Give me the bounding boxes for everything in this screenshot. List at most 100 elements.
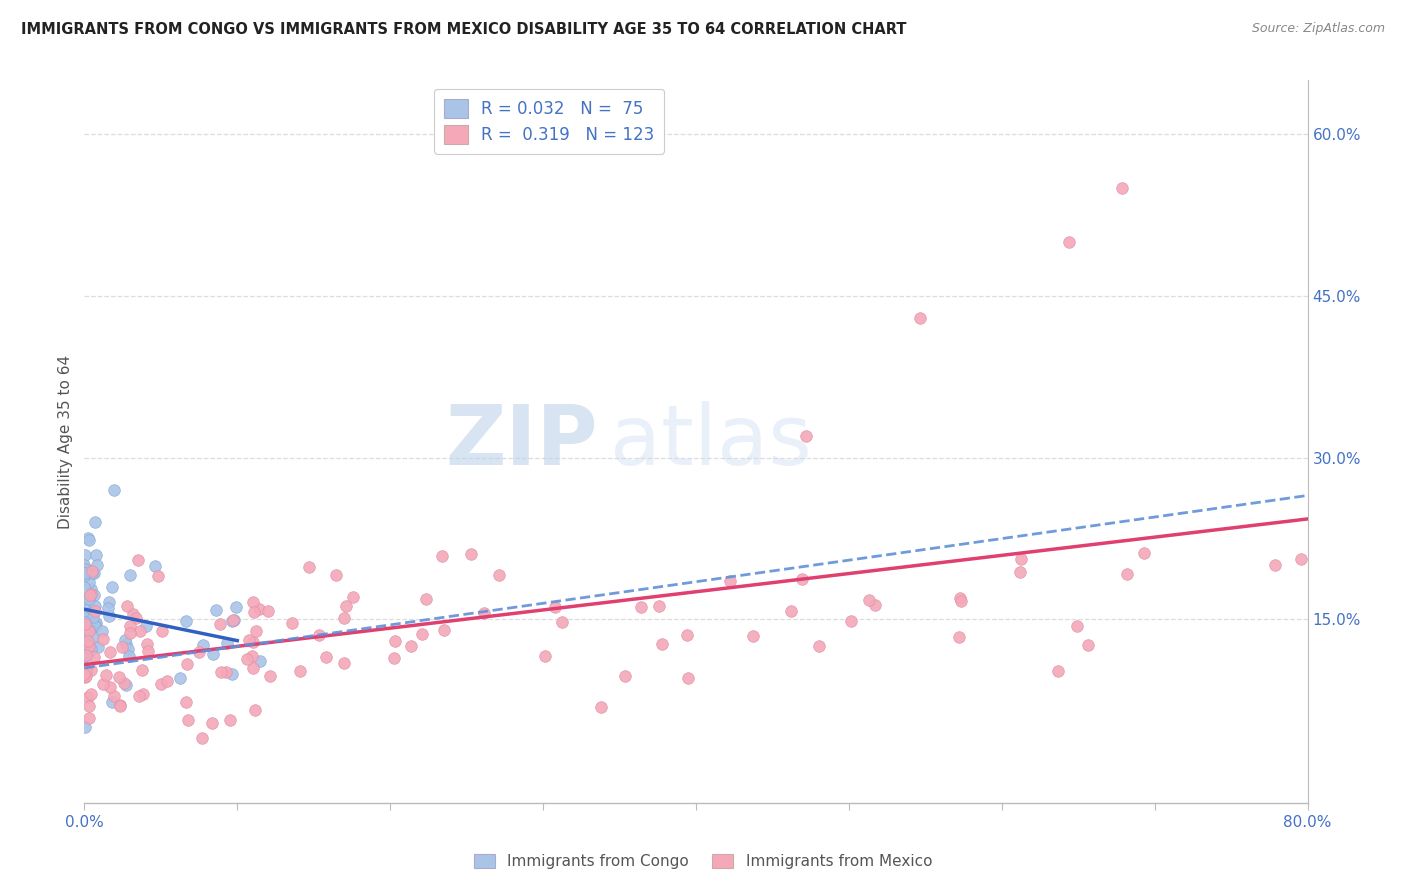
Point [335, 599, 357, 614]
Point [591, 700, 613, 714]
Point [80, 582, 103, 597]
Point [75, 616, 97, 631]
Point [110, 698, 132, 712]
Point [76, 639, 98, 653]
Text: Source: ZipAtlas.com: Source: ZipAtlas.com [1251, 22, 1385, 36]
Point [242, 634, 264, 648]
Point [107, 669, 129, 683]
Point [79, 588, 101, 602]
Point [222, 614, 245, 628]
Point [77, 698, 100, 713]
Point [83, 649, 105, 664]
Point [259, 669, 281, 683]
Point [333, 610, 356, 624]
Point [96, 667, 118, 681]
Point [124, 610, 146, 624]
Point [472, 606, 495, 620]
Point [118, 626, 141, 640]
Point [98, 645, 121, 659]
Point [863, 599, 886, 613]
Point [84, 618, 107, 632]
Point [221, 667, 243, 681]
Point [201, 647, 224, 661]
Point [80, 663, 103, 677]
Point [651, 637, 673, 651]
Point [83, 599, 105, 614]
Point [82, 630, 104, 644]
Point [430, 549, 453, 564]
Point [948, 630, 970, 644]
Point [908, 310, 931, 325]
Point [75, 648, 97, 662]
Point [1008, 565, 1031, 579]
Point [176, 657, 198, 672]
Point [75, 669, 97, 683]
Point [614, 669, 637, 683]
Point [77, 690, 100, 704]
Point [384, 634, 406, 648]
Point [1057, 235, 1080, 249]
Point [127, 552, 149, 566]
Point [73, 596, 96, 610]
Point [236, 652, 259, 666]
Point [135, 619, 157, 633]
Point [118, 568, 141, 582]
Point [858, 593, 880, 607]
Point [1046, 664, 1069, 678]
Point [1264, 558, 1286, 572]
Point [238, 633, 260, 648]
Point [75, 561, 97, 575]
Point [73, 562, 96, 576]
Point [298, 560, 321, 574]
Point [75, 638, 97, 652]
Point [551, 615, 574, 629]
Point [205, 602, 228, 616]
Point [1115, 567, 1137, 582]
Point [77, 640, 100, 654]
Point [80, 687, 103, 701]
Point [80, 603, 103, 617]
Point [73, 628, 96, 642]
Point [73, 567, 96, 582]
Point [76, 636, 98, 650]
Point [256, 604, 278, 618]
Point [103, 689, 125, 703]
Point [534, 649, 557, 664]
Point [332, 656, 354, 670]
Point [382, 650, 405, 665]
Point [75, 617, 97, 632]
Point [152, 624, 174, 638]
Point [76, 624, 98, 639]
Point [221, 614, 243, 628]
Point [75, 648, 97, 662]
Point [73, 650, 96, 665]
Point [676, 628, 699, 642]
Point [169, 671, 191, 685]
Point [149, 677, 172, 691]
Point [79, 643, 101, 657]
Point [73, 630, 96, 644]
Point [73, 720, 96, 734]
Point [242, 661, 264, 675]
Point [315, 649, 337, 664]
Point [108, 698, 131, 713]
Point [1133, 546, 1156, 560]
Point [83, 588, 105, 602]
Point [807, 639, 830, 653]
Point [132, 687, 155, 701]
Legend: Immigrants from Congo, Immigrants from Mexico: Immigrants from Congo, Immigrants from M… [468, 847, 938, 875]
Point [73, 636, 96, 650]
Point [77, 624, 100, 638]
Point [75, 548, 97, 562]
Point [77, 644, 100, 658]
Point [97, 609, 120, 624]
Point [115, 636, 138, 650]
Point [84, 549, 107, 563]
Point [136, 637, 159, 651]
Point [101, 580, 124, 594]
Point [950, 594, 973, 608]
Point [91, 632, 114, 646]
Point [460, 548, 482, 562]
Point [176, 614, 198, 628]
Point [342, 590, 364, 604]
